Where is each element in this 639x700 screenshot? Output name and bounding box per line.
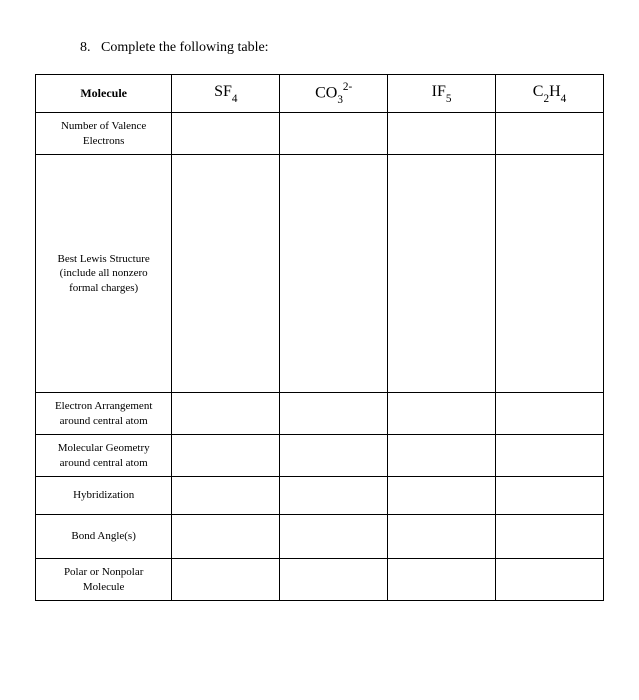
table-cell bbox=[496, 155, 604, 393]
table-cell bbox=[496, 435, 604, 477]
row-label: Molecular Geometryaround central atom bbox=[36, 435, 172, 477]
table-row: Electron Arrangementaround central atom bbox=[36, 393, 604, 435]
table-cell bbox=[172, 515, 280, 559]
table-row: Best Lewis Structure(include all nonzero… bbox=[36, 155, 604, 393]
column-header-sf4: SF4 bbox=[172, 75, 280, 113]
table-cell bbox=[172, 559, 280, 601]
table-cell bbox=[388, 393, 496, 435]
table-cell bbox=[388, 559, 496, 601]
table-row: Bond Angle(s) bbox=[36, 515, 604, 559]
table-cell bbox=[280, 559, 388, 601]
column-header-if5: IF5 bbox=[388, 75, 496, 113]
table-cell bbox=[388, 155, 496, 393]
row-label: Bond Angle(s) bbox=[36, 515, 172, 559]
table-cell bbox=[496, 393, 604, 435]
table-row: Polar or NonpolarMolecule bbox=[36, 559, 604, 601]
table-cell bbox=[280, 477, 388, 515]
question-title: 8. Complete the following table: bbox=[80, 40, 604, 56]
table-cell bbox=[388, 515, 496, 559]
table-cell bbox=[496, 477, 604, 515]
header-label: Molecule bbox=[36, 75, 172, 113]
row-label: Best Lewis Structure(include all nonzero… bbox=[36, 155, 172, 393]
column-header-co3: CO32- bbox=[280, 75, 388, 113]
row-label: Electron Arrangementaround central atom bbox=[36, 393, 172, 435]
table-row: Number of ValenceElectrons bbox=[36, 113, 604, 155]
table-cell bbox=[496, 559, 604, 601]
column-header-c2h4: C2H4 bbox=[496, 75, 604, 113]
table-cell bbox=[496, 113, 604, 155]
table-cell bbox=[388, 113, 496, 155]
question-number: 8. bbox=[80, 40, 91, 55]
table-cell bbox=[280, 515, 388, 559]
table-cell bbox=[172, 155, 280, 393]
table-cell bbox=[280, 393, 388, 435]
table-cell bbox=[172, 477, 280, 515]
chemistry-table: Molecule SF4 CO32- IF5 C2H4 Number of Va… bbox=[35, 74, 604, 601]
table-cell bbox=[280, 113, 388, 155]
row-label: Number of ValenceElectrons bbox=[36, 113, 172, 155]
table-cell bbox=[388, 435, 496, 477]
table-cell bbox=[172, 393, 280, 435]
table-cell bbox=[280, 155, 388, 393]
table-cell bbox=[172, 435, 280, 477]
table-header-row: Molecule SF4 CO32- IF5 C2H4 bbox=[36, 75, 604, 113]
table-cell bbox=[388, 477, 496, 515]
table-cell bbox=[280, 435, 388, 477]
table-cell bbox=[496, 515, 604, 559]
table-cell bbox=[172, 113, 280, 155]
table-row: Molecular Geometryaround central atom bbox=[36, 435, 604, 477]
table-row: Hybridization bbox=[36, 477, 604, 515]
row-label: Hybridization bbox=[36, 477, 172, 515]
row-label: Polar or NonpolarMolecule bbox=[36, 559, 172, 601]
question-text: Complete the following table: bbox=[101, 40, 269, 55]
